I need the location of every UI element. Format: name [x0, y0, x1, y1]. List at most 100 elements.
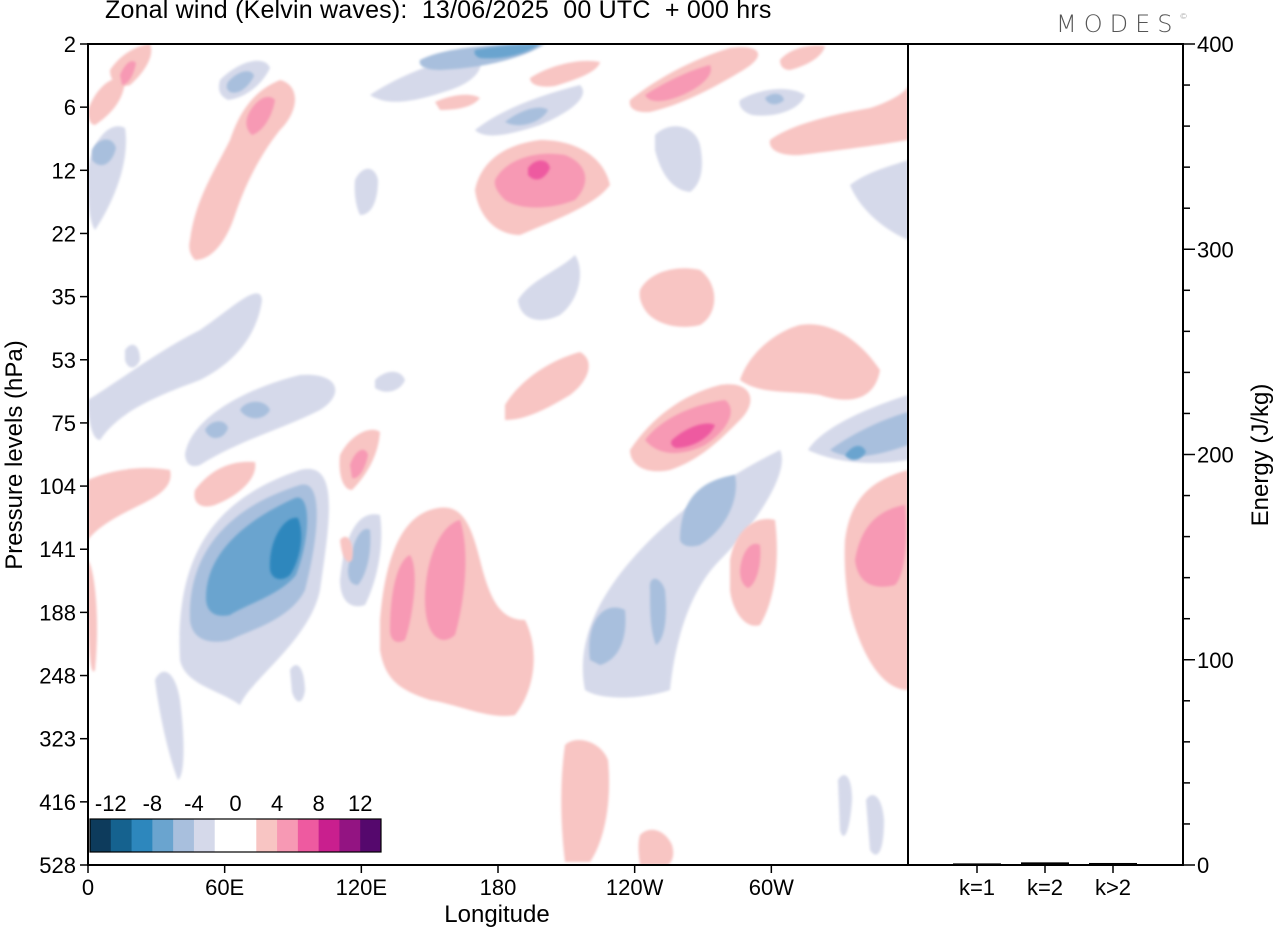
- negative-wind-region: [866, 795, 884, 855]
- negative-wind-region: [850, 160, 908, 240]
- positive-wind-region: [740, 543, 761, 588]
- positive-wind-region: [246, 96, 275, 135]
- colorbar-label: -12: [95, 791, 127, 816]
- energy-category-label: k>2: [1095, 875, 1131, 900]
- colorbar-swatch: [339, 819, 361, 852]
- energy-category-label: k=2: [1027, 875, 1063, 900]
- positive-wind-region: [505, 352, 589, 420]
- y-tick-label: 323: [39, 727, 76, 752]
- y-tick-label: 2: [64, 32, 76, 57]
- y-tick-label: 53: [52, 348, 76, 373]
- energy-tick-label: 100: [1197, 648, 1234, 673]
- energy-tick-label: 400: [1197, 32, 1234, 57]
- negative-wind-region: [474, 44, 540, 59]
- energy-bar: [1021, 862, 1069, 865]
- y-tick-label: 22: [52, 221, 76, 246]
- colorbar: -12 -8 -4 0 4 8 12: [89, 791, 382, 853]
- colorbar-swatch: [297, 819, 320, 852]
- negative-wind-region: [185, 374, 336, 467]
- y-tick-label: 141: [39, 537, 76, 562]
- positive-wind-region: [494, 153, 586, 208]
- x-tick-label: 60W: [749, 875, 794, 900]
- x-axis-title: Longitude: [444, 901, 549, 928]
- positive-wind-region: [88, 77, 125, 125]
- modes-logo: MODES©: [1056, 10, 1188, 38]
- positive-wind-region: [390, 555, 415, 642]
- y-tick-label: 416: [39, 790, 76, 815]
- positive-wind-region: [340, 536, 353, 562]
- positive-wind-region: [120, 61, 136, 85]
- colorbar-swatch: [110, 819, 133, 852]
- positive-wind-region: [638, 829, 674, 865]
- colorbar-swatch: [214, 819, 236, 852]
- positive-wind-region: [88, 560, 98, 672]
- colorbar-swatch: [277, 819, 299, 852]
- y-axis-title: Pressure levels (hPa): [1, 340, 28, 569]
- x-tick-label: 180: [480, 875, 517, 900]
- y-tick-label: 75: [52, 411, 76, 436]
- energy-panel: 0 100 200 300 400 Energy (J/kg) k=1 k=2 k>2: [953, 32, 1274, 900]
- energy-bar: [1089, 862, 1137, 865]
- negative-wind-region: [92, 139, 116, 166]
- positive-wind-region: [530, 60, 600, 87]
- energy-tick-label: 0: [1197, 853, 1209, 878]
- energy-frame: [907, 43, 1184, 866]
- negative-wind-region: [838, 775, 852, 836]
- negative-wind-region: [680, 475, 736, 547]
- colorbar-label: 0: [229, 791, 241, 816]
- x-tick-label: 60E: [205, 875, 244, 900]
- negative-wind-region: [505, 107, 548, 126]
- colorbar-swatch: [360, 819, 382, 852]
- negative-wind-region: [655, 126, 702, 192]
- energy-category-label: k=1: [959, 875, 995, 900]
- colorbar-swatch: [256, 819, 278, 852]
- colorbar-label: -8: [143, 791, 163, 816]
- x-tick-label: 120W: [606, 875, 664, 900]
- negative-wind-region: [269, 517, 302, 580]
- positive-wind-region: [425, 520, 466, 640]
- negative-wind-region: [589, 607, 626, 665]
- negative-wind-region: [354, 168, 378, 215]
- positive-wind-region: [435, 94, 480, 110]
- x-tick-label: 0: [82, 875, 94, 900]
- positive-wind-region: [350, 449, 368, 479]
- negative-wind-region: [518, 255, 580, 320]
- positive-wind-region: [671, 423, 715, 448]
- negative-wind-region: [830, 412, 908, 457]
- colorbar-swatch: [318, 819, 340, 852]
- negative-wind-region: [348, 529, 371, 585]
- positive-wind-region: [528, 160, 550, 180]
- negative-wind-region: [649, 578, 666, 645]
- negative-wind-region: [88, 293, 262, 440]
- y-tick-label: 12: [52, 158, 76, 183]
- positive-wind-region: [639, 268, 715, 327]
- negative-wind-region: [845, 445, 866, 460]
- negative-wind-region: [155, 671, 184, 780]
- colorbar-label: 4: [271, 791, 283, 816]
- energy-tick-label: 300: [1197, 237, 1234, 262]
- positive-wind-region: [769, 85, 908, 156]
- x-tick-label: 120E: [336, 875, 387, 900]
- energy-tick-label: 200: [1197, 443, 1234, 468]
- y-tick-label: 188: [39, 600, 76, 625]
- colorbar-swatch: [131, 819, 153, 852]
- negative-wind-region: [765, 93, 784, 105]
- negative-wind-region: [290, 665, 305, 702]
- y-tick-label: 104: [39, 474, 76, 499]
- positive-wind-region: [561, 740, 610, 862]
- negative-wind-region: [240, 401, 270, 419]
- colorbar-swatch: [90, 819, 112, 852]
- colorbar-swatch: [235, 819, 257, 852]
- y-tick-label: 6: [64, 95, 76, 120]
- y-tick-label: 528: [39, 853, 76, 878]
- negative-wind-region: [205, 421, 228, 439]
- y-tick-label: 248: [39, 664, 76, 689]
- negative-wind-region: [226, 71, 254, 93]
- positive-wind-region: [645, 400, 731, 454]
- positive-wind-region: [88, 468, 171, 540]
- negative-wind-region: [375, 371, 405, 392]
- chart-title: Zonal wind (Kelvin waves): 13/06/2025 00…: [105, 0, 772, 24]
- colorbar-label: 12: [348, 791, 372, 816]
- positive-wind-region: [189, 80, 295, 260]
